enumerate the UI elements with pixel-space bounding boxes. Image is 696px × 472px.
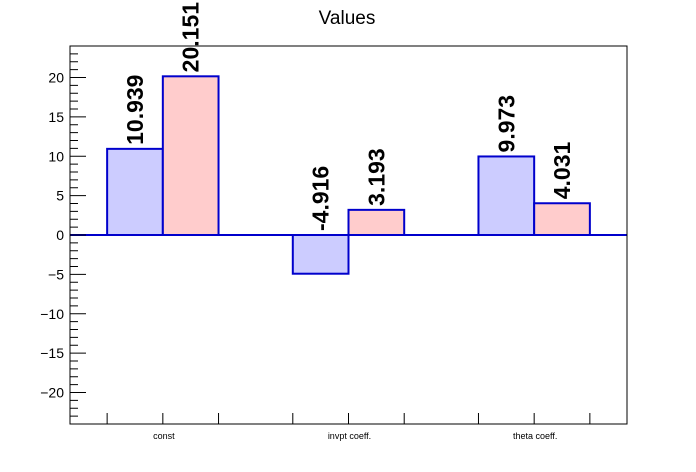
x-category-label: invpt coeff.: [328, 431, 371, 441]
y-tick-label: 20: [48, 70, 64, 86]
y-tick-label: −15: [40, 345, 64, 361]
bar-s2-2: [533, 202, 591, 236]
chart-title: Values: [319, 8, 376, 29]
x-axis: const invpt coeff. theta coeff.: [106, 413, 591, 441]
y-tick-label: 5: [56, 188, 64, 204]
bars-layer: [106, 75, 591, 275]
y-tick-label: −10: [40, 306, 64, 322]
x-category-label: theta coeff.: [513, 431, 557, 441]
bar-s2-0: [161, 75, 220, 236]
bar-value-label: -4.916: [308, 166, 334, 231]
y-tick-label: 15: [48, 109, 64, 125]
bar-s1-1: [291, 234, 350, 275]
bar-s1-0: [106, 147, 164, 236]
x-category-label: const: [153, 431, 175, 441]
bar-value-label: 4.031: [549, 141, 575, 199]
y-tick-label: −20: [40, 385, 64, 401]
bar-value-labels: 10.939 -4.916 9.973 20.151 3.193 4.031: [122, 2, 575, 231]
bar-s1-2: [477, 155, 536, 237]
bar-s2-1: [347, 208, 406, 236]
bar-value-label: 10.939: [122, 74, 148, 144]
bar-value-label: 20.151: [178, 2, 204, 73]
y-tick-label: 10: [48, 148, 64, 164]
bar-value-label: 9.973: [493, 95, 519, 153]
bar-value-label: 3.193: [363, 148, 389, 206]
y-tick-label: 0: [56, 227, 64, 243]
y-tick-label: −5: [48, 266, 64, 282]
y-axis: −20 −15 −10 −5 0 5 10 15 20: [40, 53, 86, 417]
